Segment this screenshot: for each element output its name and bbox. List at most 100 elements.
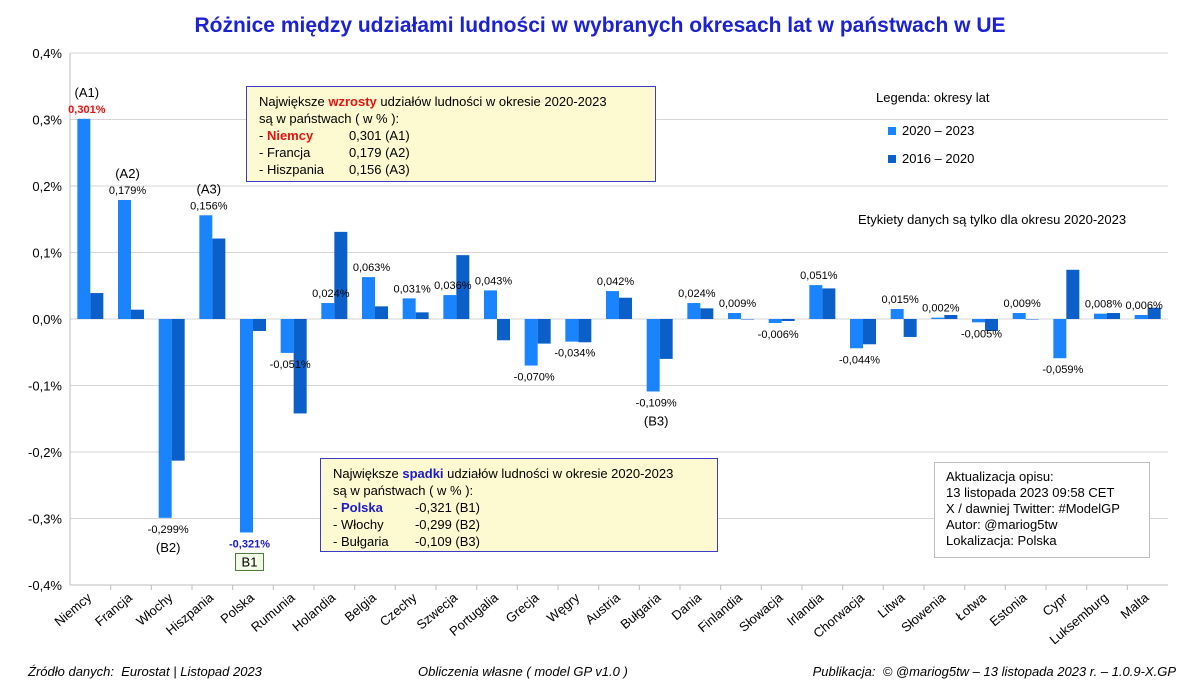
annotation-label: (B2) (156, 540, 181, 555)
data-label: -0,044% (839, 354, 880, 366)
bar-2016-2020 (659, 319, 673, 359)
bar-2016-2020 (1107, 313, 1120, 319)
bar-2020-2023 (199, 215, 213, 319)
bar-2020-2023 (972, 319, 985, 323)
increase-row: - Hiszpania 0,156 (A3) (259, 161, 643, 178)
bar-2020-2023 (77, 118, 91, 320)
update-line: Aktualizacja opisu: (946, 469, 1054, 484)
y-tick-label: -0,4% (28, 578, 62, 593)
data-label: 0,043% (475, 275, 513, 287)
legend: Legenda: okresy lat 2020 – 2023 2016 – 2… (862, 90, 1012, 173)
legend-title: Legenda: okresy lat (876, 90, 990, 105)
decrease-row-dash: - (333, 500, 341, 515)
bar-2020-2023 (158, 319, 172, 518)
bar-2020-2023 (931, 317, 945, 319)
update-line: X / dawniej Twitter: #ModelGP (946, 501, 1120, 516)
increase-row-value: 0,301 (A1) (348, 128, 410, 143)
legend-item-2016-2020: 2016 – 2020 (888, 145, 1012, 173)
data-label: -0,299% (148, 524, 189, 536)
increase-row-value: 0,156 (A3) (348, 162, 410, 177)
bar-2020-2023 (1094, 313, 1107, 319)
y-tick-label: 0,4% (32, 46, 62, 61)
bar-2020-2023 (890, 309, 904, 319)
annotation-label: (A2) (115, 166, 140, 181)
update-info-box: Aktualizacja opisu: 13 listopada 2023 09… (934, 462, 1150, 558)
bar-2016-2020 (578, 319, 592, 343)
legend-item-2020-2023: 2020 – 2023 (888, 117, 1012, 145)
decrease-row-name: Polska (340, 500, 383, 515)
increase-box-highlight: wzrosty (328, 94, 377, 109)
update-line: Autor: @mariog5tw (946, 517, 1058, 532)
data-label: -0,059% (1042, 364, 1083, 376)
increase-row-value: 0,179 (A2) (348, 145, 410, 160)
data-label: -0,034% (554, 348, 595, 360)
bar-2020-2023 (687, 303, 701, 319)
y-tick-label: -0,2% (28, 445, 62, 460)
data-label: 0,036% (434, 280, 472, 292)
data-label: 0,301% (68, 104, 106, 116)
chart-title: Różnice między udziałami ludności w wybr… (194, 14, 1006, 37)
bar-2020-2023 (524, 319, 538, 366)
bar-2016-2020 (212, 238, 226, 319)
data-label: 0,042% (597, 276, 635, 288)
x-tick-label: Belgia (342, 589, 380, 624)
data-label: -0,070% (514, 372, 555, 384)
y-tick-label: -0,1% (28, 379, 62, 394)
bar-2016-2020 (1147, 307, 1161, 319)
update-line: Lokalizacja: Polska (946, 533, 1057, 548)
decrease-row-dash: - (333, 517, 341, 532)
decrease-row-dash: - (333, 534, 341, 549)
bar-2020-2023 (565, 319, 579, 342)
y-tick-label: 0,2% (32, 179, 62, 194)
increase-row-dash: - (259, 145, 267, 160)
bar-2016-2020 (131, 309, 144, 319)
x-tick-label: Rumunia (248, 589, 298, 634)
bar-2016-2020 (375, 306, 388, 319)
annotation-label: (A1) (75, 85, 100, 100)
footer-calculation: Obliczenia własne ( model GP v1.0 ) (418, 664, 628, 679)
increase-row-dash: - (259, 162, 267, 177)
x-tick-label: Cypr (1040, 589, 1071, 619)
x-tick-label: Łotwa (953, 589, 990, 623)
decrease-row-value: -0,109 (B3) (414, 534, 480, 549)
bar-2016-2020 (700, 308, 714, 319)
x-tick-label: Czechy (377, 589, 420, 629)
bar-2016-2020 (944, 315, 958, 319)
increase-box-post: udziałów ludności w okresie 2020-2023 (376, 94, 607, 109)
decrease-row-name: Włochy (340, 517, 384, 532)
footer-publication: Publikacja: © @mariog5tw – 13 listopada … (812, 664, 1176, 679)
bar-2020-2023 (484, 290, 497, 319)
x-tick-label: Estonia (987, 589, 1030, 629)
bar-2020-2023 (809, 285, 823, 319)
data-label: -0,005% (961, 328, 1002, 340)
data-label: 0,015% (882, 294, 920, 306)
y-tick-label: 0,1% (32, 246, 62, 261)
decrease-box-line1: Największe spadki udziałów ludności w ok… (333, 465, 705, 482)
increase-box-pre: Największe (259, 94, 329, 109)
decrease-row: - Włochy -0,299 (B2) (333, 516, 705, 533)
bar-2020-2023 (1012, 313, 1026, 319)
bar-2016-2020 (781, 319, 795, 321)
footer-source: Źródło danych: Eurostat | Listopad 2023 (28, 664, 262, 679)
bar-2020-2023 (728, 313, 741, 319)
legend-label: 2016 – 2020 (902, 151, 975, 166)
bar-2020-2023 (443, 295, 457, 319)
decrease-row-value: -0,321 (B1) (414, 500, 480, 515)
data-label: 0,009% (1004, 298, 1042, 310)
data-label: 0,024% (678, 288, 716, 300)
x-tick-label: Węgry (544, 589, 583, 625)
bar-2016-2020 (415, 312, 429, 319)
increase-info-box: Największe wzrosty udziałów ludności w o… (246, 86, 656, 182)
data-label: 0,002% (922, 303, 960, 315)
annotation-label: (A3) (197, 181, 222, 196)
bar-2016-2020 (863, 319, 876, 345)
bar-2016-2020 (497, 319, 510, 341)
bar-2016-2020 (334, 231, 348, 319)
increase-row-dash: - (259, 128, 267, 143)
bar-2020-2023 (1053, 319, 1067, 359)
data-label: 0,008% (1085, 299, 1123, 311)
bar-2020-2023 (362, 277, 375, 319)
annotation-box-b1 (235, 552, 264, 571)
legend-swatch-dark (888, 155, 896, 163)
